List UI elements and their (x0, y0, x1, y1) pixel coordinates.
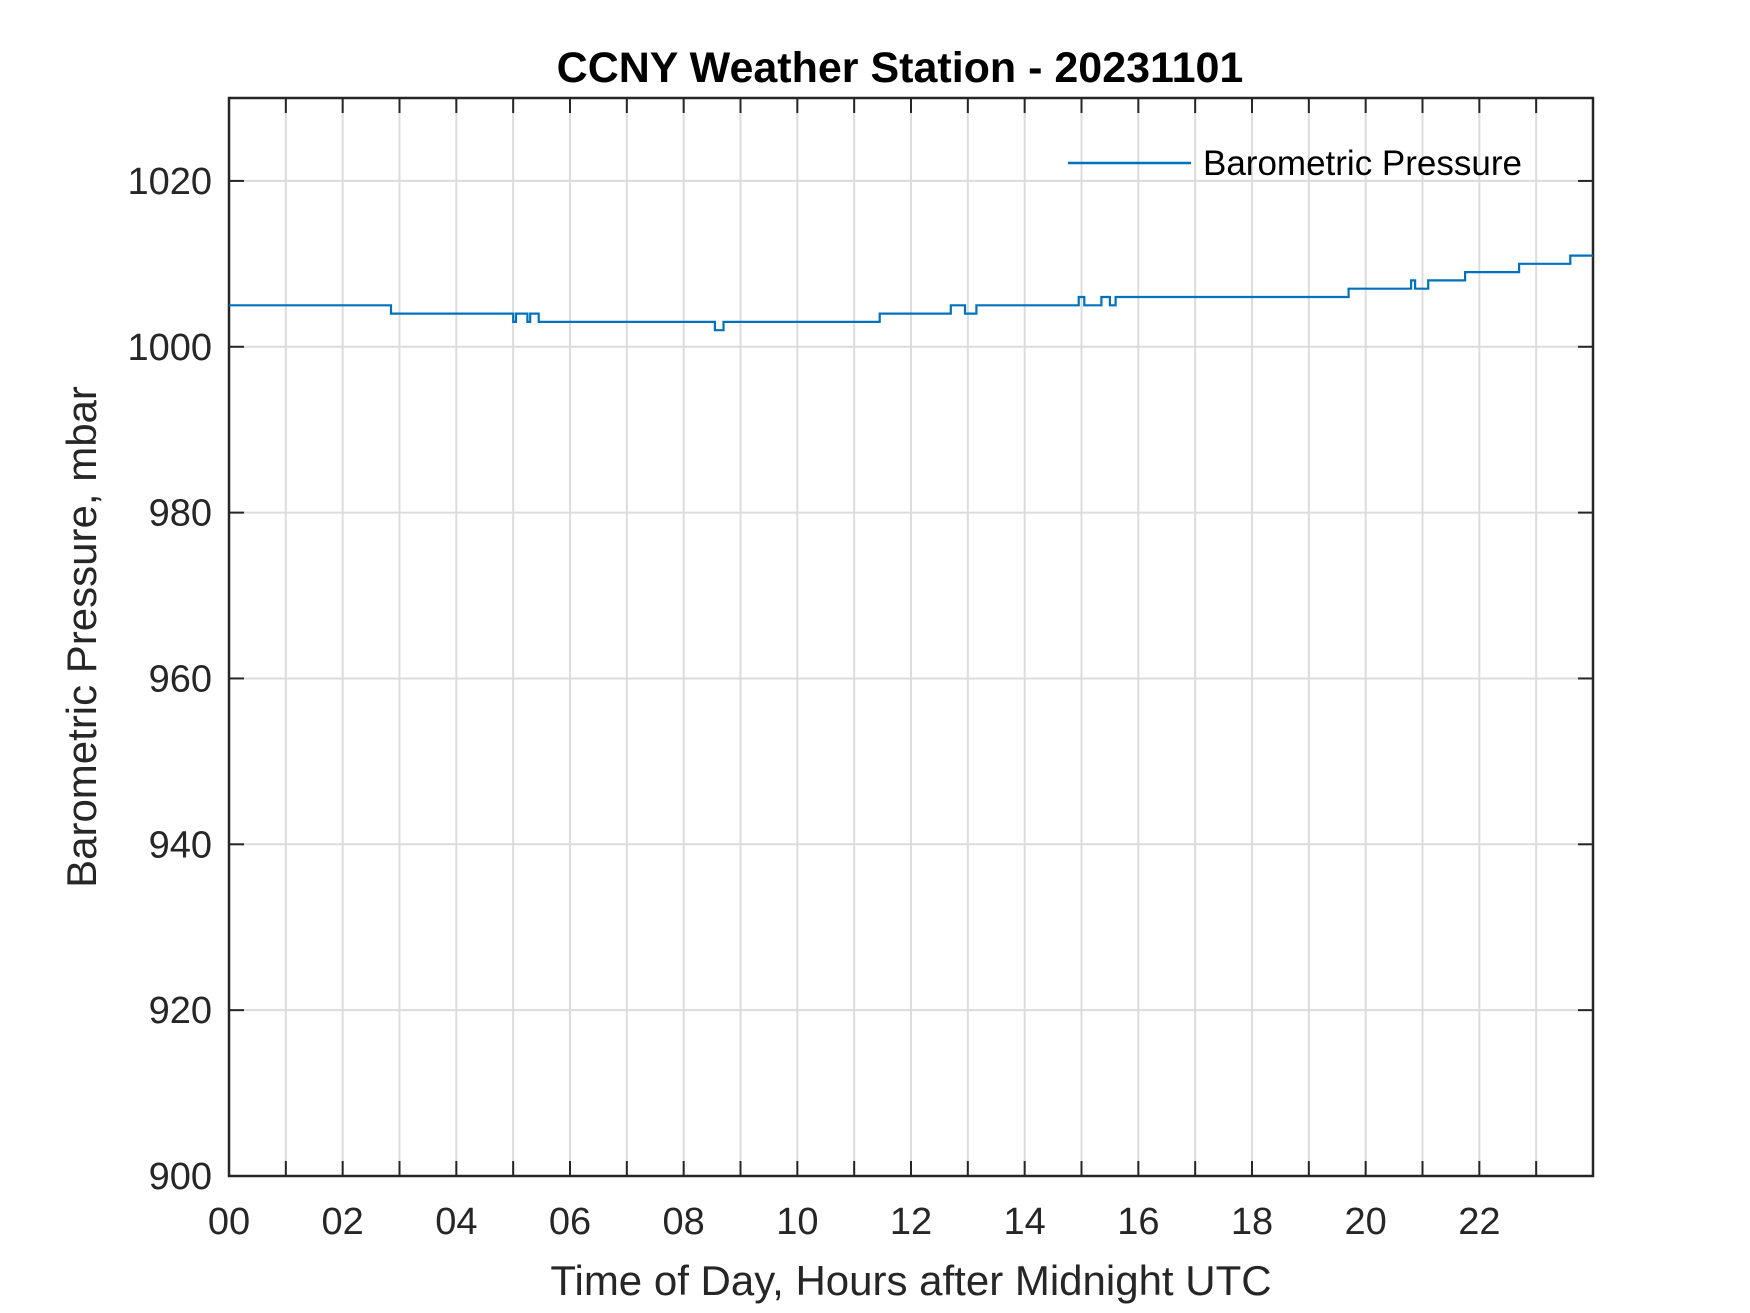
x-tick-label: 18 (1231, 1201, 1273, 1243)
tick-marks (229, 98, 1593, 1176)
x-tick-label: 22 (1458, 1201, 1500, 1243)
y-tick-labels: 900 920 940 960 980 1000 1020 (127, 161, 212, 1198)
x-tick-label: 12 (890, 1201, 932, 1243)
x-tick-label: 04 (435, 1201, 477, 1243)
y-tick-label: 900 (149, 1156, 212, 1198)
chart-title: CCNY Weather Station - 20231101 (557, 44, 1244, 92)
x-tick-label: 20 (1345, 1201, 1387, 1243)
x-tick-label: 00 (208, 1201, 250, 1243)
y-tick-label: 920 (149, 990, 212, 1032)
grid-layer (229, 98, 1593, 1176)
axes-box (227, 96, 1595, 1178)
legend-label: Barometric Pressure (1203, 144, 1522, 183)
y-tick-label: 960 (149, 658, 212, 700)
legend: Barometric Pressure (1068, 144, 1522, 183)
x-tick-labels: 00 02 04 06 08 10 12 14 16 18 20 22 (208, 1201, 1501, 1243)
y-tick-label: 1020 (127, 161, 212, 203)
series-layer (229, 254, 1593, 332)
x-tick-label: 02 (322, 1201, 364, 1243)
y-tick-label: 980 (149, 493, 212, 535)
y-tick-label: 1000 (127, 327, 212, 369)
y-axis-label: Barometric Pressure, mbar (58, 386, 105, 888)
x-axis-label: Time of Day, Hours after Midnight UTC (550, 1257, 1271, 1304)
x-tick-label: 10 (776, 1201, 818, 1243)
x-tick-label: 16 (1117, 1201, 1159, 1243)
series-line-barometric-pressure (229, 254, 1593, 332)
x-tick-label: 08 (663, 1201, 705, 1243)
x-tick-label: 06 (549, 1201, 591, 1243)
y-tick-label: 940 (149, 824, 212, 866)
x-tick-label: 14 (1004, 1201, 1046, 1243)
